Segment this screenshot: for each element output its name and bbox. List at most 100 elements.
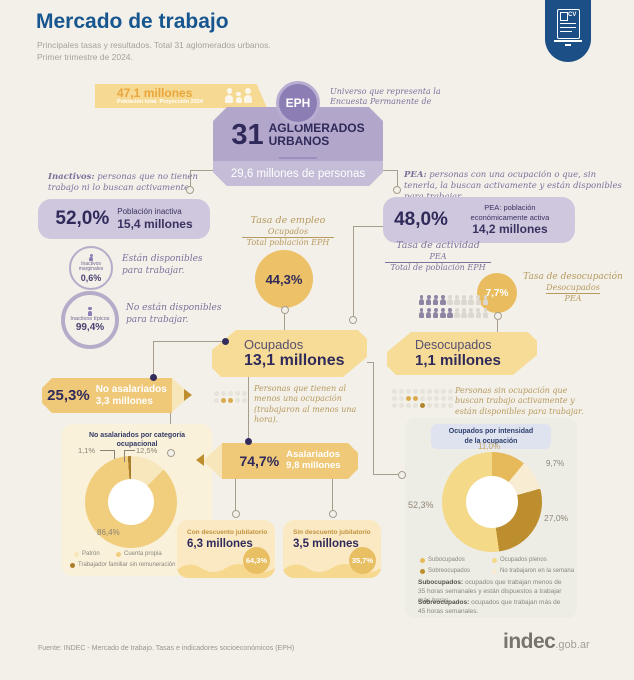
donut-hole <box>108 479 154 525</box>
aglomerados-title: 31 AGLOMERADOS URBANOS <box>213 122 383 148</box>
inactivos-note-lead: Inactivos: <box>48 172 95 182</box>
pencil-lead-icon <box>184 389 192 401</box>
intensidad-panel-title-text: Ocupados por intensidad de la ocupación <box>448 428 534 445</box>
inactive-label: Población inactiva <box>117 206 182 216</box>
intensidad-label-sobreocupados: 27,0% <box>544 513 569 523</box>
intensidad-panel-title: Ocupados por intensidad de la ocupación <box>431 424 551 449</box>
legend-item-ocupados-plenos: Ocupados plenos <box>492 557 547 563</box>
connector-end <box>281 306 289 314</box>
fraction-denominator: Total población EPH <box>241 236 335 248</box>
pencil-tip-icon <box>203 443 222 479</box>
no-asalariados-label: No asalariados <box>95 384 167 395</box>
no-asalariados-arrow: 25,3% No asalariados 3,3 millones <box>42 378 172 413</box>
connector-end <box>393 186 401 194</box>
tipicos-label: Inactivos típicos <box>70 315 110 322</box>
fraction-numerator: Desocupados <box>546 283 600 293</box>
legend-label: Patrón <box>82 551 100 557</box>
con-descuento-title: Con descuento jubilatorio <box>187 529 268 536</box>
inactivos-tipicos-circle: Inactivos típicos 99,4% <box>61 291 119 349</box>
tasa-actividad-title: Tasa de actividad <box>396 240 480 251</box>
connector <box>153 341 225 342</box>
asalariados-rate: 74,7% <box>239 453 280 469</box>
legend-item-no-trabajaron: No trabajaron en la semana <box>492 568 574 574</box>
pea-box: 48,0% PEA: población económicamente acti… <box>383 197 575 243</box>
tasa-desocupacion-block: Tasa de desocupación Desocupados PEA <box>521 272 625 304</box>
ocupados-dots <box>213 390 248 404</box>
inactive-rate: 52,0% <box>55 208 110 229</box>
legend-dot <box>420 557 425 563</box>
connector <box>190 170 191 188</box>
tipicos-pct: 99,4% <box>75 322 105 334</box>
aglomerados-box: 31 AGLOMERADOS URBANOS 29,6 millones de … <box>213 107 383 186</box>
pea-note-lead: PEA: <box>404 170 427 180</box>
tasa-actividad-fraction: PEA Total de población EPH <box>385 252 491 273</box>
source-note: Fuente: INDEC - Mercado de trabajo. Tasa… <box>38 645 295 652</box>
aglomerados-label: AGLOMERADOS URBANOS <box>269 122 365 147</box>
donut-hole <box>466 476 518 528</box>
tasa-empleo-title: Tasa de empleo <box>250 215 326 226</box>
categoria-donut-chart <box>85 456 177 548</box>
cv-desk-foot <box>565 44 571 46</box>
desocupados-title: Desocupados <box>415 338 492 352</box>
page-subtitle: Principales tasas y resultados. Total 31… <box>37 40 271 64</box>
legend-item-cuenta-propia: Cuenta propia <box>116 551 162 557</box>
label-pointer <box>100 450 114 451</box>
desocupados-dots <box>391 388 454 409</box>
connector-node <box>222 338 229 345</box>
connector-node <box>245 438 252 445</box>
person-icon <box>88 253 94 262</box>
connector <box>397 170 398 188</box>
pencil-tip-icon <box>172 378 191 412</box>
connector-end <box>232 510 240 518</box>
con-descuento-amount: 6,3 millones <box>187 538 253 550</box>
ocupados-box: Ocupados 13,1 millones <box>212 330 367 377</box>
subocupados-note-text: ocupados que trabajan menos de 35 horas … <box>418 579 562 604</box>
inactive-detail: Población inactiva 15,4 millones <box>117 207 192 232</box>
eph-people-bar: 29,6 millones de personas <box>213 161 383 186</box>
label-pointer <box>124 450 125 462</box>
wave-decoration <box>283 564 381 578</box>
fraction-denominator: Total de población EPH <box>385 261 491 273</box>
cv-line <box>560 31 572 32</box>
connector <box>353 226 383 227</box>
connector <box>235 479 236 512</box>
tasa-empleo-block: Tasa de empleo Ocupados Total población … <box>228 215 348 248</box>
subocupados-note: Subocupados: ocupados que trabajan menos… <box>418 579 566 605</box>
connector <box>383 170 397 171</box>
con-descuento-card: Con descuento jubilatorio 6,3 millones 6… <box>177 520 275 578</box>
intensidad-label-subocupados: 11,0% <box>478 442 501 451</box>
asalariados-label: Asalariados <box>286 449 341 461</box>
legend-label: Sobreocupados <box>428 568 471 574</box>
intensidad-donut-chart <box>442 452 542 552</box>
cv-photo-icon <box>560 12 568 21</box>
desocupados-box: Desocupados 1,1 millones <box>387 332 537 375</box>
cv-document-icon: CV <box>557 9 580 39</box>
connector <box>373 362 374 474</box>
connector <box>373 474 400 475</box>
legend-label: Ocupados plenos <box>500 557 547 563</box>
tasa-desocupacion-value-circle: 7,7% <box>477 273 517 313</box>
no-asalariados-rate: 25,3% <box>47 387 90 404</box>
tasa-empleo-fraction: Ocupados Total población EPH <box>241 227 335 248</box>
legend-label: Cuenta propia <box>124 551 162 557</box>
categoria-label-trabajador: 1,1% <box>78 446 96 455</box>
no-asalariados-detail: No asalariados 3,3 millones <box>96 384 167 407</box>
pencil-lead-icon <box>196 454 204 466</box>
aglomerados-label-line2: URBANOS <box>268 134 330 149</box>
pea-label: PEA: población económicamente activa <box>470 203 550 222</box>
connector <box>153 341 154 378</box>
asalariados-amount: 9,8 millones <box>286 460 341 471</box>
sobreocupados-note: Sobreocupados: ocupados que trabajan más… <box>418 599 566 617</box>
categoria-label-patron: 12,5% <box>136 446 158 455</box>
connector-end <box>349 316 357 324</box>
legend-label: Subocupados <box>428 557 465 563</box>
tipicos-desc: No están disponibles para trabajar. <box>126 303 222 325</box>
population-caption: Población total. Proyección 2024 <box>117 99 203 106</box>
legend-dot <box>420 568 425 574</box>
connector <box>332 479 333 512</box>
no-asalariados-amount: 3,3 millones <box>95 395 153 407</box>
indec-logo: indec.gob.ar <box>503 630 590 654</box>
population-value: 47,1 millones <box>117 85 193 100</box>
cv-desk-line <box>554 40 582 42</box>
marginales-label: Inactivos marginales <box>78 260 104 272</box>
